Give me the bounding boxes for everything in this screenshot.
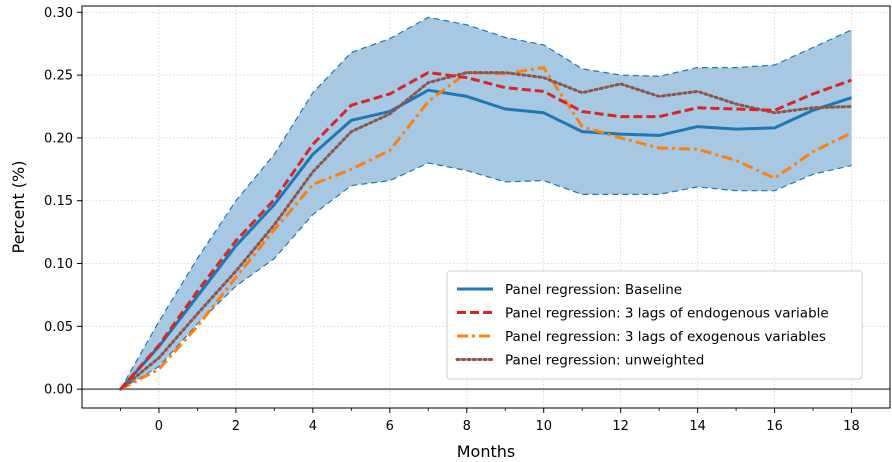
- y-tick-label: 0.10: [44, 257, 73, 272]
- y-tick-label: 0.15: [44, 194, 73, 209]
- x-axis-ticks: 0 2 4 6 8 10 12 14 16 18: [120, 408, 860, 434]
- x-tick-label: 18: [843, 419, 860, 434]
- y-tick-label: 0.30: [44, 6, 73, 21]
- x-tick-label: 16: [766, 419, 783, 434]
- axes-frame: [81, 5, 891, 409]
- x-tick-label: 4: [309, 419, 317, 434]
- legend-label: Panel regression: unweighted: [505, 353, 704, 369]
- y-tick-label: 0.25: [44, 69, 73, 84]
- confidence-band: [119, 16, 852, 390]
- x-tick-label: 14: [689, 419, 706, 434]
- band-lower-edge: [120, 162, 852, 390]
- legend: Panel regression: Baseline Panel regressi…: [446, 270, 863, 380]
- series-line-3: [119, 66, 853, 391]
- x-tick-label: 10: [535, 419, 552, 434]
- legend-label: Panel regression: 3 lags of endogenous v…: [505, 306, 829, 322]
- legend-label: Panel regression: Baseline: [505, 282, 682, 298]
- band-upper-edge: [119, 16, 852, 390]
- y-axis-title: Percent (%): [9, 161, 28, 254]
- y-tick-label: 0.05: [44, 320, 73, 335]
- x-axis-title: Months: [457, 442, 515, 461]
- y-tick-label: 0.20: [44, 131, 73, 146]
- x-tick-label: 2: [232, 419, 240, 434]
- y-axis-ticks: 0.00 0.05 0.10 0.15 0.20 0.25 0.30: [44, 6, 82, 398]
- series-lines: [119, 66, 853, 391]
- x-tick-label: 8: [463, 419, 471, 434]
- legend-label: Panel regression: 3 lags of exogenous va…: [505, 329, 826, 345]
- series-line-1: [119, 88, 852, 391]
- x-tick-label: 12: [612, 419, 629, 434]
- x-tick-label: 0: [155, 419, 163, 434]
- x-tick-label: 6: [386, 419, 394, 434]
- series-line-4: [119, 71, 853, 391]
- plot-frame: [81, 5, 891, 409]
- y-tick-label: 0.00: [44, 383, 73, 398]
- legend-box: [446, 270, 863, 380]
- band-fill: [120, 17, 852, 390]
- series-line-2: [119, 71, 853, 391]
